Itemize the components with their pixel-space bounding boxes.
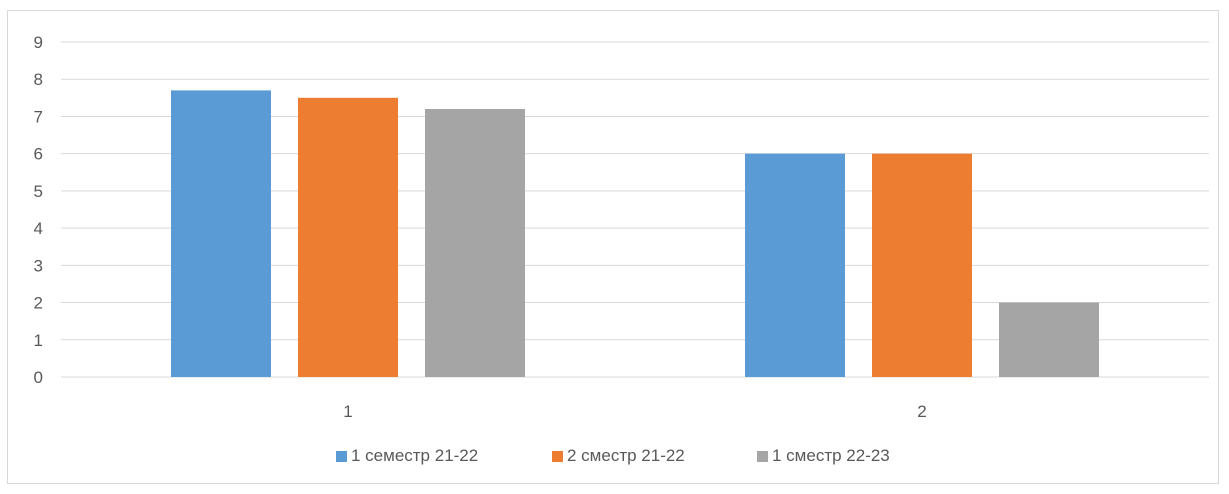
- x-tick-label: 1: [343, 402, 352, 421]
- y-tick-label: 5: [34, 182, 43, 201]
- legend-label: 1 сместр 22-23: [772, 446, 890, 465]
- y-tick-label: 2: [34, 294, 43, 313]
- bar-3-category-2: [999, 302, 1099, 377]
- legend: 1 семестр 21-22 2 сместр 21-22 1 сместр 22…: [336, 446, 890, 465]
- y-tick-label: 4: [34, 219, 43, 238]
- legend-label: 2 сместр 21-22: [567, 446, 685, 465]
- legend-label: 1 семестр 21-22: [351, 446, 478, 465]
- bar-1-category-1: [171, 90, 271, 377]
- legend-swatch: [552, 451, 563, 462]
- y-tick-label: 7: [34, 107, 43, 126]
- x-tick-label: 2: [917, 402, 926, 421]
- y-axis-ticks: 0 1 2 3 4 5 6 7 8 9: [34, 33, 43, 387]
- bar-2-category-1: [298, 97, 398, 377]
- y-tick-label: 1: [34, 331, 43, 350]
- bar-3-category-1: [425, 109, 525, 377]
- y-tick-label: 8: [34, 70, 43, 89]
- bar-2-category-2: [872, 153, 972, 377]
- y-tick-label: 9: [34, 33, 43, 52]
- bar-1-category-2: [745, 153, 845, 377]
- legend-swatch: [336, 451, 347, 462]
- y-tick-label: 6: [34, 145, 43, 164]
- y-tick-label: 3: [34, 256, 43, 275]
- y-tick-label: 0: [34, 368, 43, 387]
- legend-swatch: [757, 451, 768, 462]
- bars: [171, 90, 1099, 377]
